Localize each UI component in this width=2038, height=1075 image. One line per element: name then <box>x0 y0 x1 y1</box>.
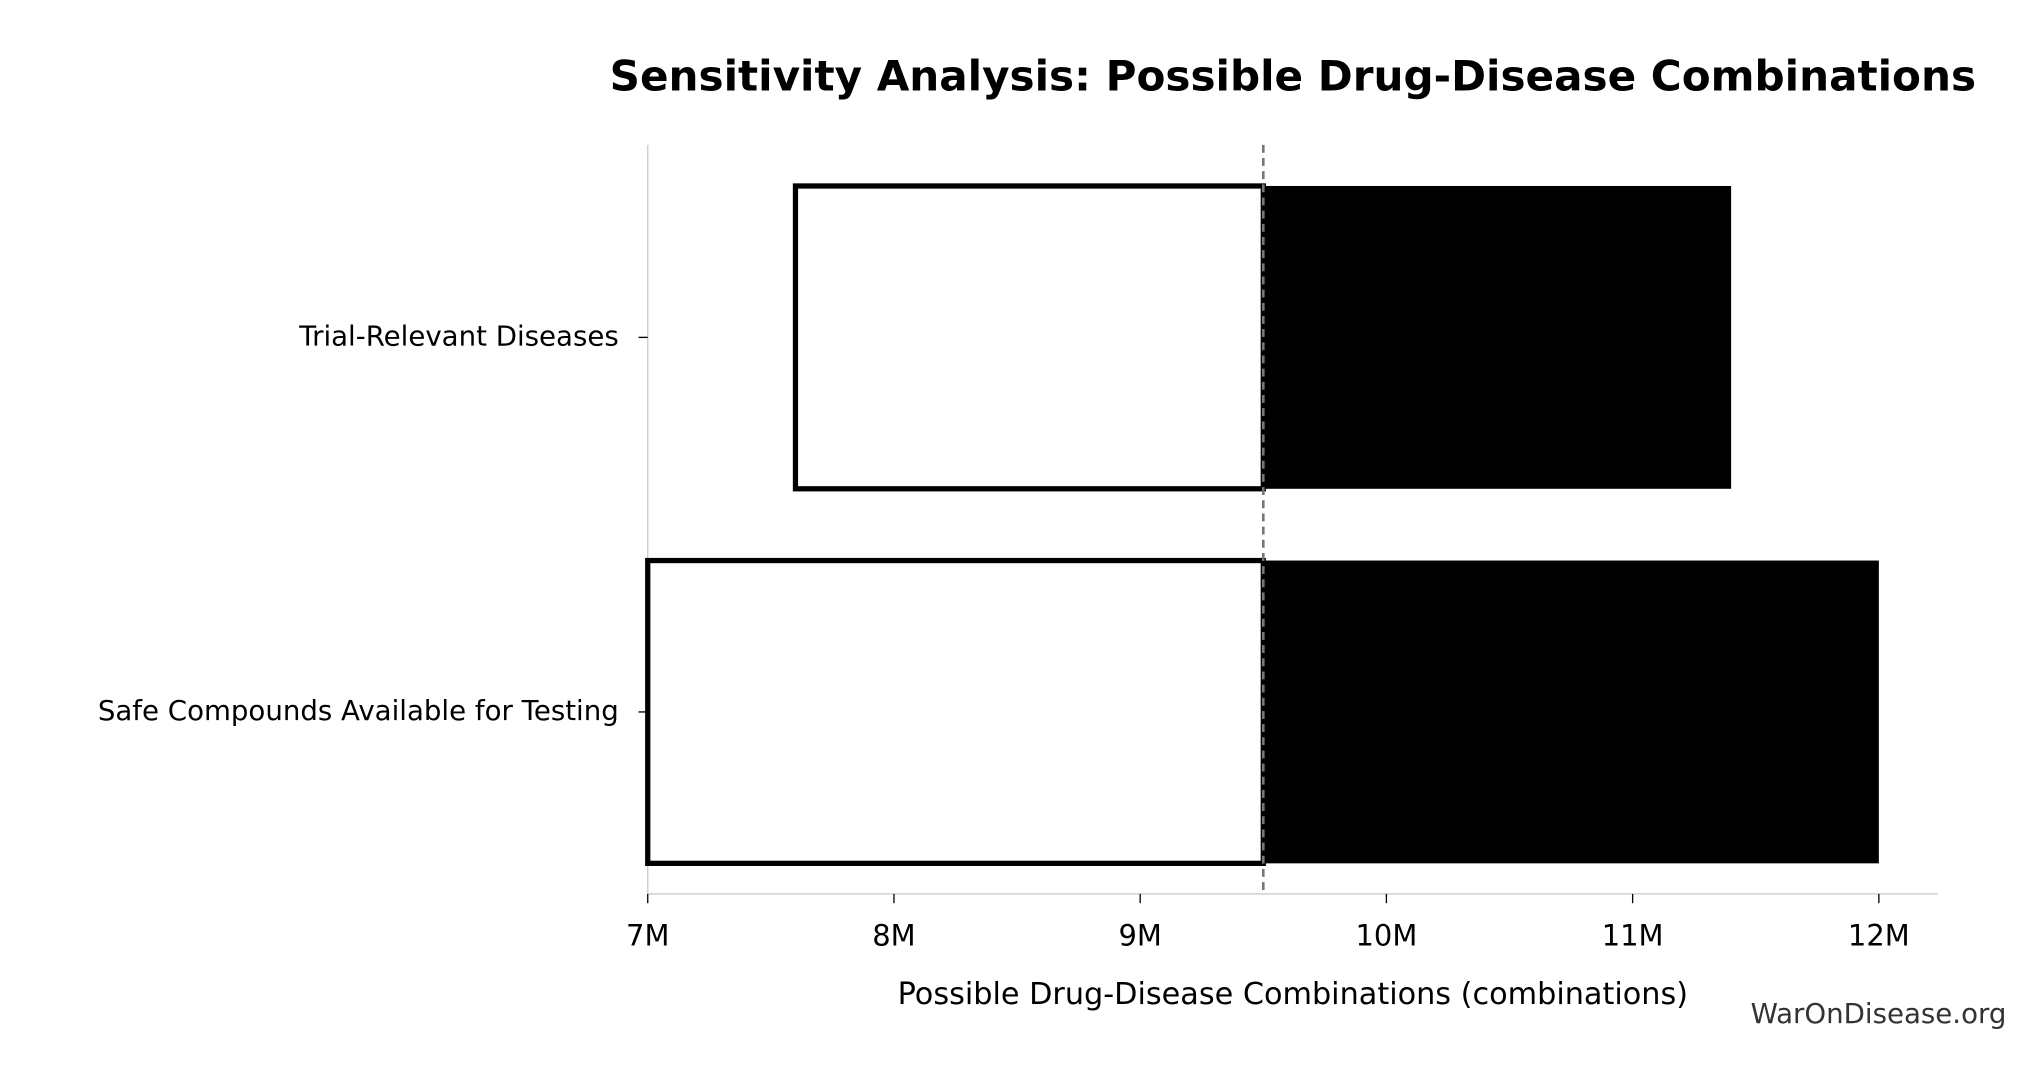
low-bar <box>645 557 1266 866</box>
x-tick-label: 8M <box>872 918 915 952</box>
low-bar <box>792 183 1266 492</box>
x-tick-label: 12M <box>1848 918 1910 952</box>
y-tick-label: Trial-Relevant Diseases <box>298 319 618 352</box>
x-tick-label: 7M <box>626 918 669 952</box>
x-axis-label: Possible Drug-Disease Combinations (comb… <box>898 977 1688 1012</box>
high-bar <box>1263 560 1879 864</box>
watermark: WarOnDisease.org <box>1751 997 2007 1030</box>
chart-title: Sensitivity Analysis: Possible Drug-Dise… <box>610 52 1976 101</box>
x-tick-label: 9M <box>1118 918 1161 952</box>
x-tick-label: 11M <box>1602 918 1664 952</box>
y-tick-label: Safe Compounds Available for Testing <box>98 694 619 727</box>
high-bar <box>1263 185 1732 489</box>
x-tick-label: 10M <box>1355 918 1417 952</box>
